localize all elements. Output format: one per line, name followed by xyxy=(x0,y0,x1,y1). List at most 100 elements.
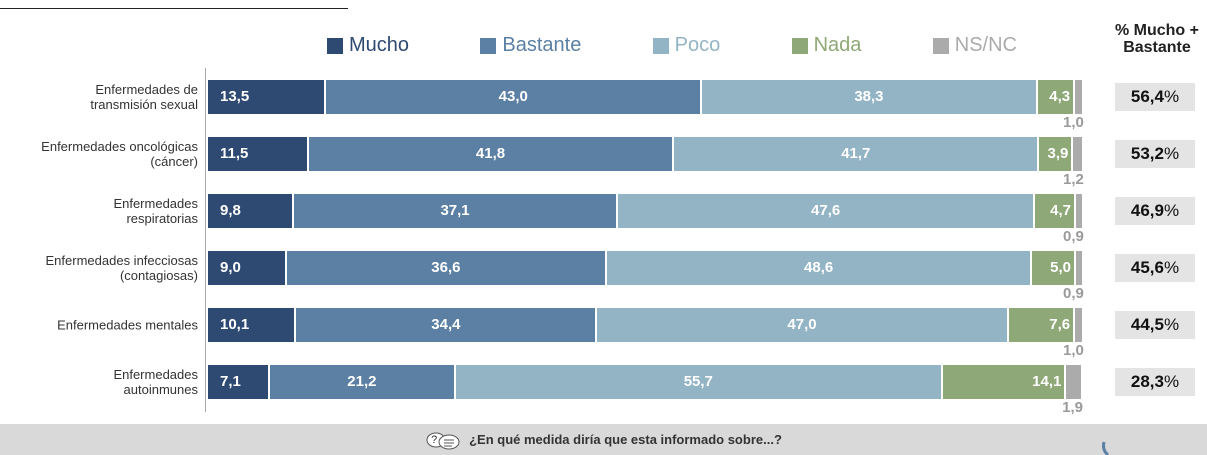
totals-title: % Mucho + Bastante xyxy=(1114,22,1199,56)
value-label: 9,8 xyxy=(220,202,241,219)
bar-segment: 47,0 xyxy=(597,308,1007,342)
bar-segment xyxy=(1073,137,1082,171)
legend-swatch xyxy=(791,37,808,54)
value-label: 7,6 xyxy=(1049,316,1071,333)
bar-segment: 55,7 xyxy=(455,365,941,399)
value-label: 41,8 xyxy=(475,145,506,162)
bar-segment: 34,4 xyxy=(296,308,596,342)
legend-swatch xyxy=(480,37,497,54)
bar-segment xyxy=(1076,194,1082,228)
deco-curve xyxy=(1102,441,1110,455)
value-label: 38,3 xyxy=(854,88,884,105)
total-unit: % xyxy=(1163,201,1180,220)
total-label: 53,2 xyxy=(1130,144,1164,163)
bar-segment: 11,5 xyxy=(208,137,307,171)
bar-segment: 7,6 xyxy=(1008,308,1074,342)
bar-segment: 43,0 xyxy=(326,80,701,114)
value-label: 1,0 xyxy=(1063,342,1084,359)
legend-label: Nada xyxy=(813,34,862,56)
total-box: 46,9% xyxy=(1115,197,1195,225)
total-unit: % xyxy=(1163,372,1180,391)
legend: Mucho Bastante Poco Nada NS/NC xyxy=(327,34,1017,57)
value-label: 36,6 xyxy=(431,259,461,276)
bar-segment: 3,9 xyxy=(1039,137,1072,171)
total-box: 45,6% xyxy=(1115,254,1195,282)
bar-segment: 37,1 xyxy=(293,194,617,228)
footer-icon: ? xyxy=(425,431,461,451)
footer: ? ¿En qué medida diría que esta informad… xyxy=(0,424,1207,455)
legend-label: NS/NC xyxy=(954,34,1017,56)
total-label: 28,3 xyxy=(1130,372,1164,391)
bar-segment: 10,1 xyxy=(208,308,295,342)
value-label: 41,7 xyxy=(841,145,871,162)
legend-swatch xyxy=(327,37,343,54)
value-label: 1,0 xyxy=(1063,114,1084,131)
value-label: 14,1 xyxy=(1032,373,1062,390)
bubble-icon xyxy=(426,432,460,450)
top-rule xyxy=(0,8,348,9)
legend-item: Nada xyxy=(791,34,862,57)
bar-segment: 21,2 xyxy=(270,365,454,399)
legend-item: Poco xyxy=(652,34,721,57)
bar-segment: 36,6 xyxy=(286,251,605,285)
value-label: 13,5 xyxy=(220,88,250,105)
value-label: 47,6 xyxy=(811,202,841,219)
value-label: 5,0 xyxy=(1050,259,1071,276)
total-label: 56,4 xyxy=(1130,87,1164,106)
legend-swatch xyxy=(652,37,669,54)
bar-segment: 7,1 xyxy=(208,365,269,399)
bar-segment: 41,7 xyxy=(674,137,1038,171)
legend-label: Bastante xyxy=(502,34,582,56)
bar-segment xyxy=(1066,365,1081,399)
total-box: 44,5% xyxy=(1115,311,1195,339)
legend-item: Mucho xyxy=(327,34,409,57)
legend-label: Poco xyxy=(674,34,721,56)
footer-question: ? ¿En qué medida diría que esta informad… xyxy=(0,424,1207,455)
bar-segment xyxy=(1075,308,1082,342)
total-unit: % xyxy=(1163,144,1180,163)
bar-segment: 9,8 xyxy=(208,194,292,228)
value-label: 55,7 xyxy=(683,373,713,390)
legend-item: Bastante xyxy=(480,34,581,57)
bar-segment: 48,6 xyxy=(607,251,1031,285)
value-label: 1,2 xyxy=(1063,171,1084,188)
total-label: 44,5 xyxy=(1130,315,1164,334)
total-unit: % xyxy=(1163,87,1180,106)
bar-segment: 9,0 xyxy=(208,251,285,285)
legend-swatch xyxy=(932,37,949,54)
footer-text: ¿En qué medida diría que esta informado … xyxy=(469,432,782,447)
bar-segment: 14,1 xyxy=(943,365,1065,399)
bar-segment xyxy=(1076,251,1082,285)
category-label: Enfermedades autoinmunes xyxy=(113,367,198,397)
value-label: 37,1 xyxy=(440,202,470,219)
total-box: 56,4% xyxy=(1115,83,1195,111)
category-axis xyxy=(205,68,206,412)
total-unit: % xyxy=(1163,315,1180,334)
value-label: 1,9 xyxy=(1062,399,1083,416)
value-label: 21,2 xyxy=(347,373,377,390)
bar-segment: 4,7 xyxy=(1034,194,1074,228)
total-box: 53,2% xyxy=(1115,140,1195,168)
bar-segment: 38,3 xyxy=(702,80,1036,114)
legend-label: Mucho xyxy=(349,34,410,56)
bar-segment: 41,8 xyxy=(308,137,673,171)
value-label: 11,5 xyxy=(220,145,249,162)
value-label: 0,9 xyxy=(1063,285,1084,302)
value-label: 10,1 xyxy=(220,316,250,333)
value-label: 34,4 xyxy=(431,316,461,333)
total-unit: % xyxy=(1163,258,1180,277)
bar-segment: 13,5 xyxy=(208,80,325,114)
category-label: Enfermedades mentales xyxy=(57,317,198,333)
bar-segment: 4,3 xyxy=(1037,80,1074,114)
icon-mark: ? xyxy=(431,433,438,446)
category-label: Enfermedades respiratorias xyxy=(113,196,198,226)
value-label: 3,9 xyxy=(1047,145,1069,162)
bar-segment: 47,6 xyxy=(618,194,1033,228)
value-label: 7,1 xyxy=(220,373,241,390)
category-label: Enfermedades infecciosas (contagiosas) xyxy=(45,253,198,283)
value-label: 4,7 xyxy=(1050,202,1071,219)
bar-segment xyxy=(1075,80,1082,114)
value-label: 4,3 xyxy=(1049,88,1071,105)
total-label: 46,9 xyxy=(1130,201,1164,220)
